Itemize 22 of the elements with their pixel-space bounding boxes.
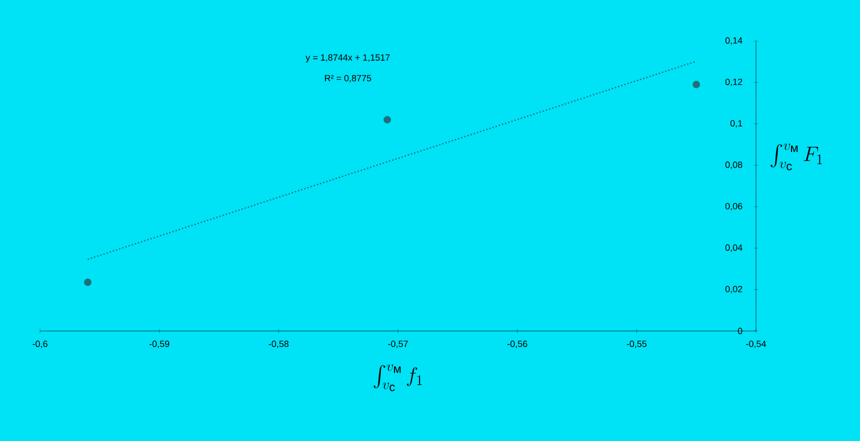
y-tick-label: 0,08 [725, 162, 742, 169]
x-tick-label: -0,6 [32, 340, 48, 348]
y-tick-label: 0,06 [725, 202, 742, 210]
y-axis-title: $\int_{v_{\text{с}}}^{v_{\text{м}}} F_1$ [770, 143, 822, 170]
x-tick-label: -0,59 [149, 340, 170, 348]
x-tick-label: -0,57 [388, 340, 408, 348]
y-tick-label: 0 [738, 328, 742, 334]
y-tick-label: 0,1 [730, 120, 742, 128]
x-tick-label: -0,58 [268, 340, 289, 348]
point [84, 278, 92, 286]
point [384, 116, 391, 124]
y-tick-label: 0,02 [725, 286, 742, 294]
x-tick-label: -0,55 [626, 340, 647, 348]
x-tick-label: -0,54 [746, 340, 766, 348]
y-tick-label: 0,14 [725, 37, 742, 45]
point [692, 80, 700, 88]
y-tick-label: 0,04 [725, 244, 742, 252]
x-tick-label: -0,56 [507, 340, 528, 348]
x-axis-title: $\int_{v_{\text{с}}}^{v_{\text{м}}} f_1$ [374, 364, 422, 392]
annotation: y = 1,8744x + 1,1517 [306, 54, 390, 62]
y-tick-label: 0,12 [725, 78, 742, 86]
annotation: R² = 0,8775 [324, 74, 372, 82]
